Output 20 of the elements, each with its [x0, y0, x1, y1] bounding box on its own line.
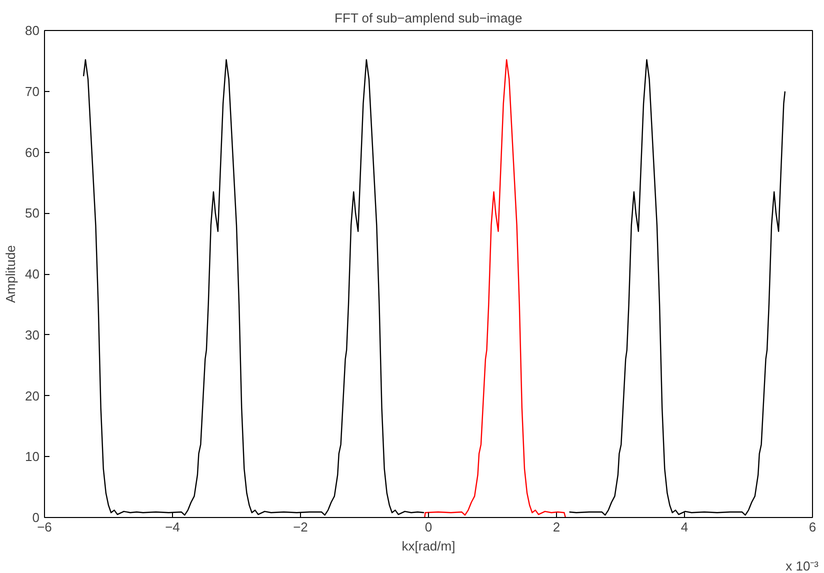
- y-tick-label: 0: [32, 510, 40, 525]
- x-tick-label: −2: [293, 520, 308, 534]
- y-tick-label: 10: [25, 449, 40, 464]
- x-tick-label: 4: [680, 520, 688, 534]
- x-tick-label: 6: [808, 520, 816, 534]
- y-tick-label: 80: [25, 23, 40, 38]
- y-tick-label: 30: [25, 327, 40, 342]
- text: x 10⁻³: [786, 558, 820, 573]
- y-axis-title: Amplitude: [3, 245, 18, 303]
- x-axis-title: kx[rad/m]: [402, 538, 456, 554]
- chart-title: FFT of sub−amplend sub−image: [334, 10, 522, 26]
- x-tick-label: −4: [165, 520, 180, 534]
- x-tick-label: 2: [552, 520, 560, 534]
- y-tick-label: 20: [25, 388, 40, 404]
- x-tick-label: 0: [424, 520, 432, 534]
- y-tick-label: 40: [25, 266, 40, 282]
- y-tick-label: 50: [25, 206, 40, 221]
- y-tick-label: 60: [25, 144, 40, 160]
- y-tick-label: 70: [25, 84, 40, 99]
- line-series: [424, 59, 566, 518]
